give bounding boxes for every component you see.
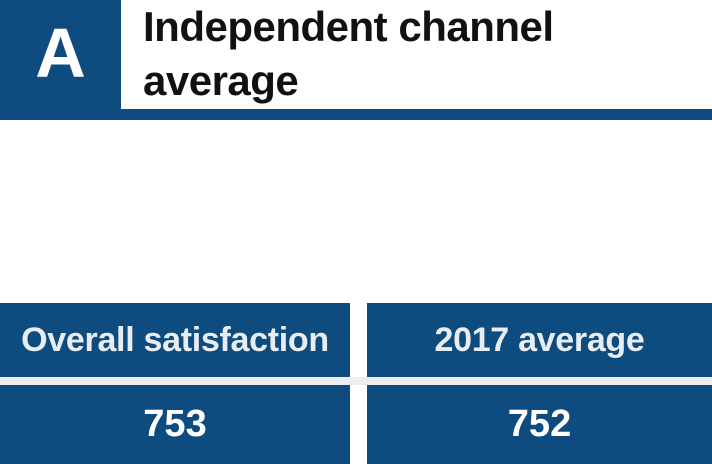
table-header-label: Overall satisfaction [21, 320, 329, 359]
table-row-divider [0, 377, 712, 385]
table-value: 753 [143, 403, 207, 445]
table-header-label: 2017 average [434, 320, 645, 359]
table-header-2017-average: 2017 average [367, 303, 712, 377]
page-title: Independent channel average [143, 3, 554, 104]
table-value-overall-satisfaction: 753 [0, 385, 350, 464]
table-value: 752 [507, 403, 572, 445]
section-badge-letter: A [35, 14, 86, 92]
header-underline-bar [0, 109, 712, 120]
table-header-overall-satisfaction: Overall satisfaction [0, 303, 350, 377]
table-value-2017-average: 752 [367, 385, 712, 464]
section-badge: A [0, 0, 121, 120]
